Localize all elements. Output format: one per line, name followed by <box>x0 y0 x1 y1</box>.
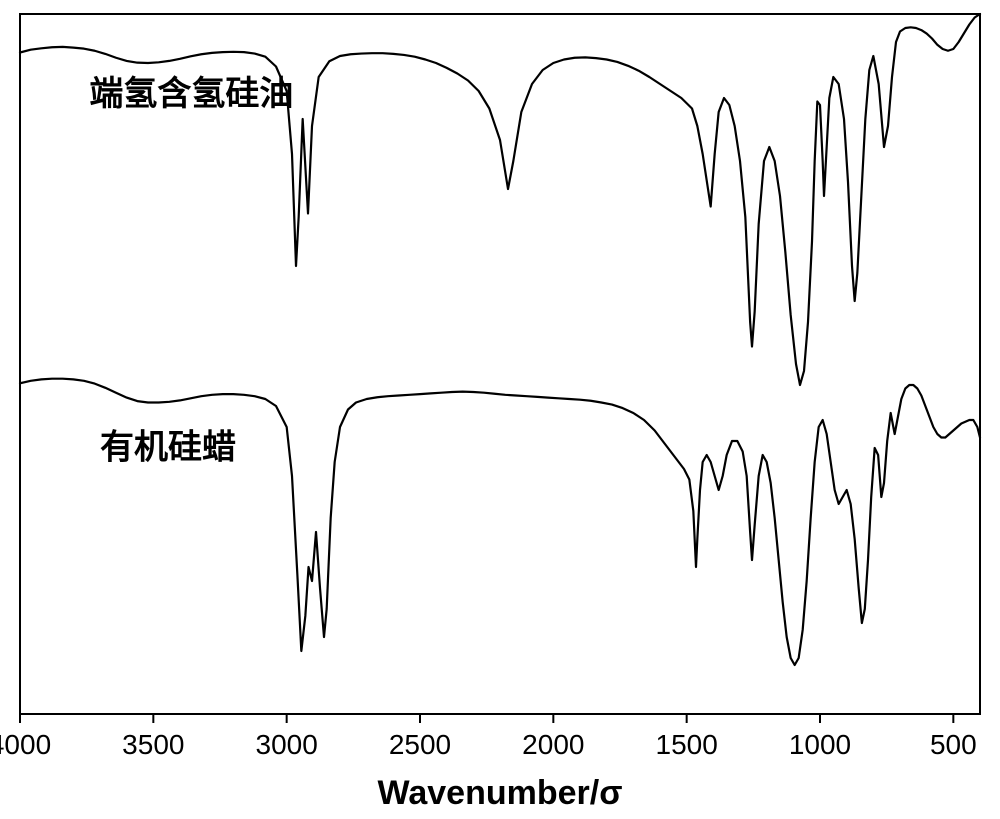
x-tick-label: 3000 <box>256 729 318 760</box>
x-tick-label: 4000 <box>0 729 51 760</box>
bottom-spectrum-label: 有机硅蜡 <box>100 429 236 467</box>
x-axis-title: Wavenumber/σ <box>378 774 623 812</box>
top-spectrum-label: 端氢含氢硅油 <box>89 75 293 113</box>
x-tick-label: 1000 <box>789 729 851 760</box>
x-tick-label: 1500 <box>656 729 718 760</box>
x-tick-label: 500 <box>930 729 977 760</box>
x-tick-label: 2000 <box>522 729 584 760</box>
ir-spectrum-chart: 4000 3500 3000 2500 2000 1500 1000 500 Wavenumbe… <box>0 0 1000 819</box>
x-tick-label: 2500 <box>389 729 451 760</box>
chart-background <box>0 0 1000 819</box>
x-tick-label: 3500 <box>122 729 184 760</box>
